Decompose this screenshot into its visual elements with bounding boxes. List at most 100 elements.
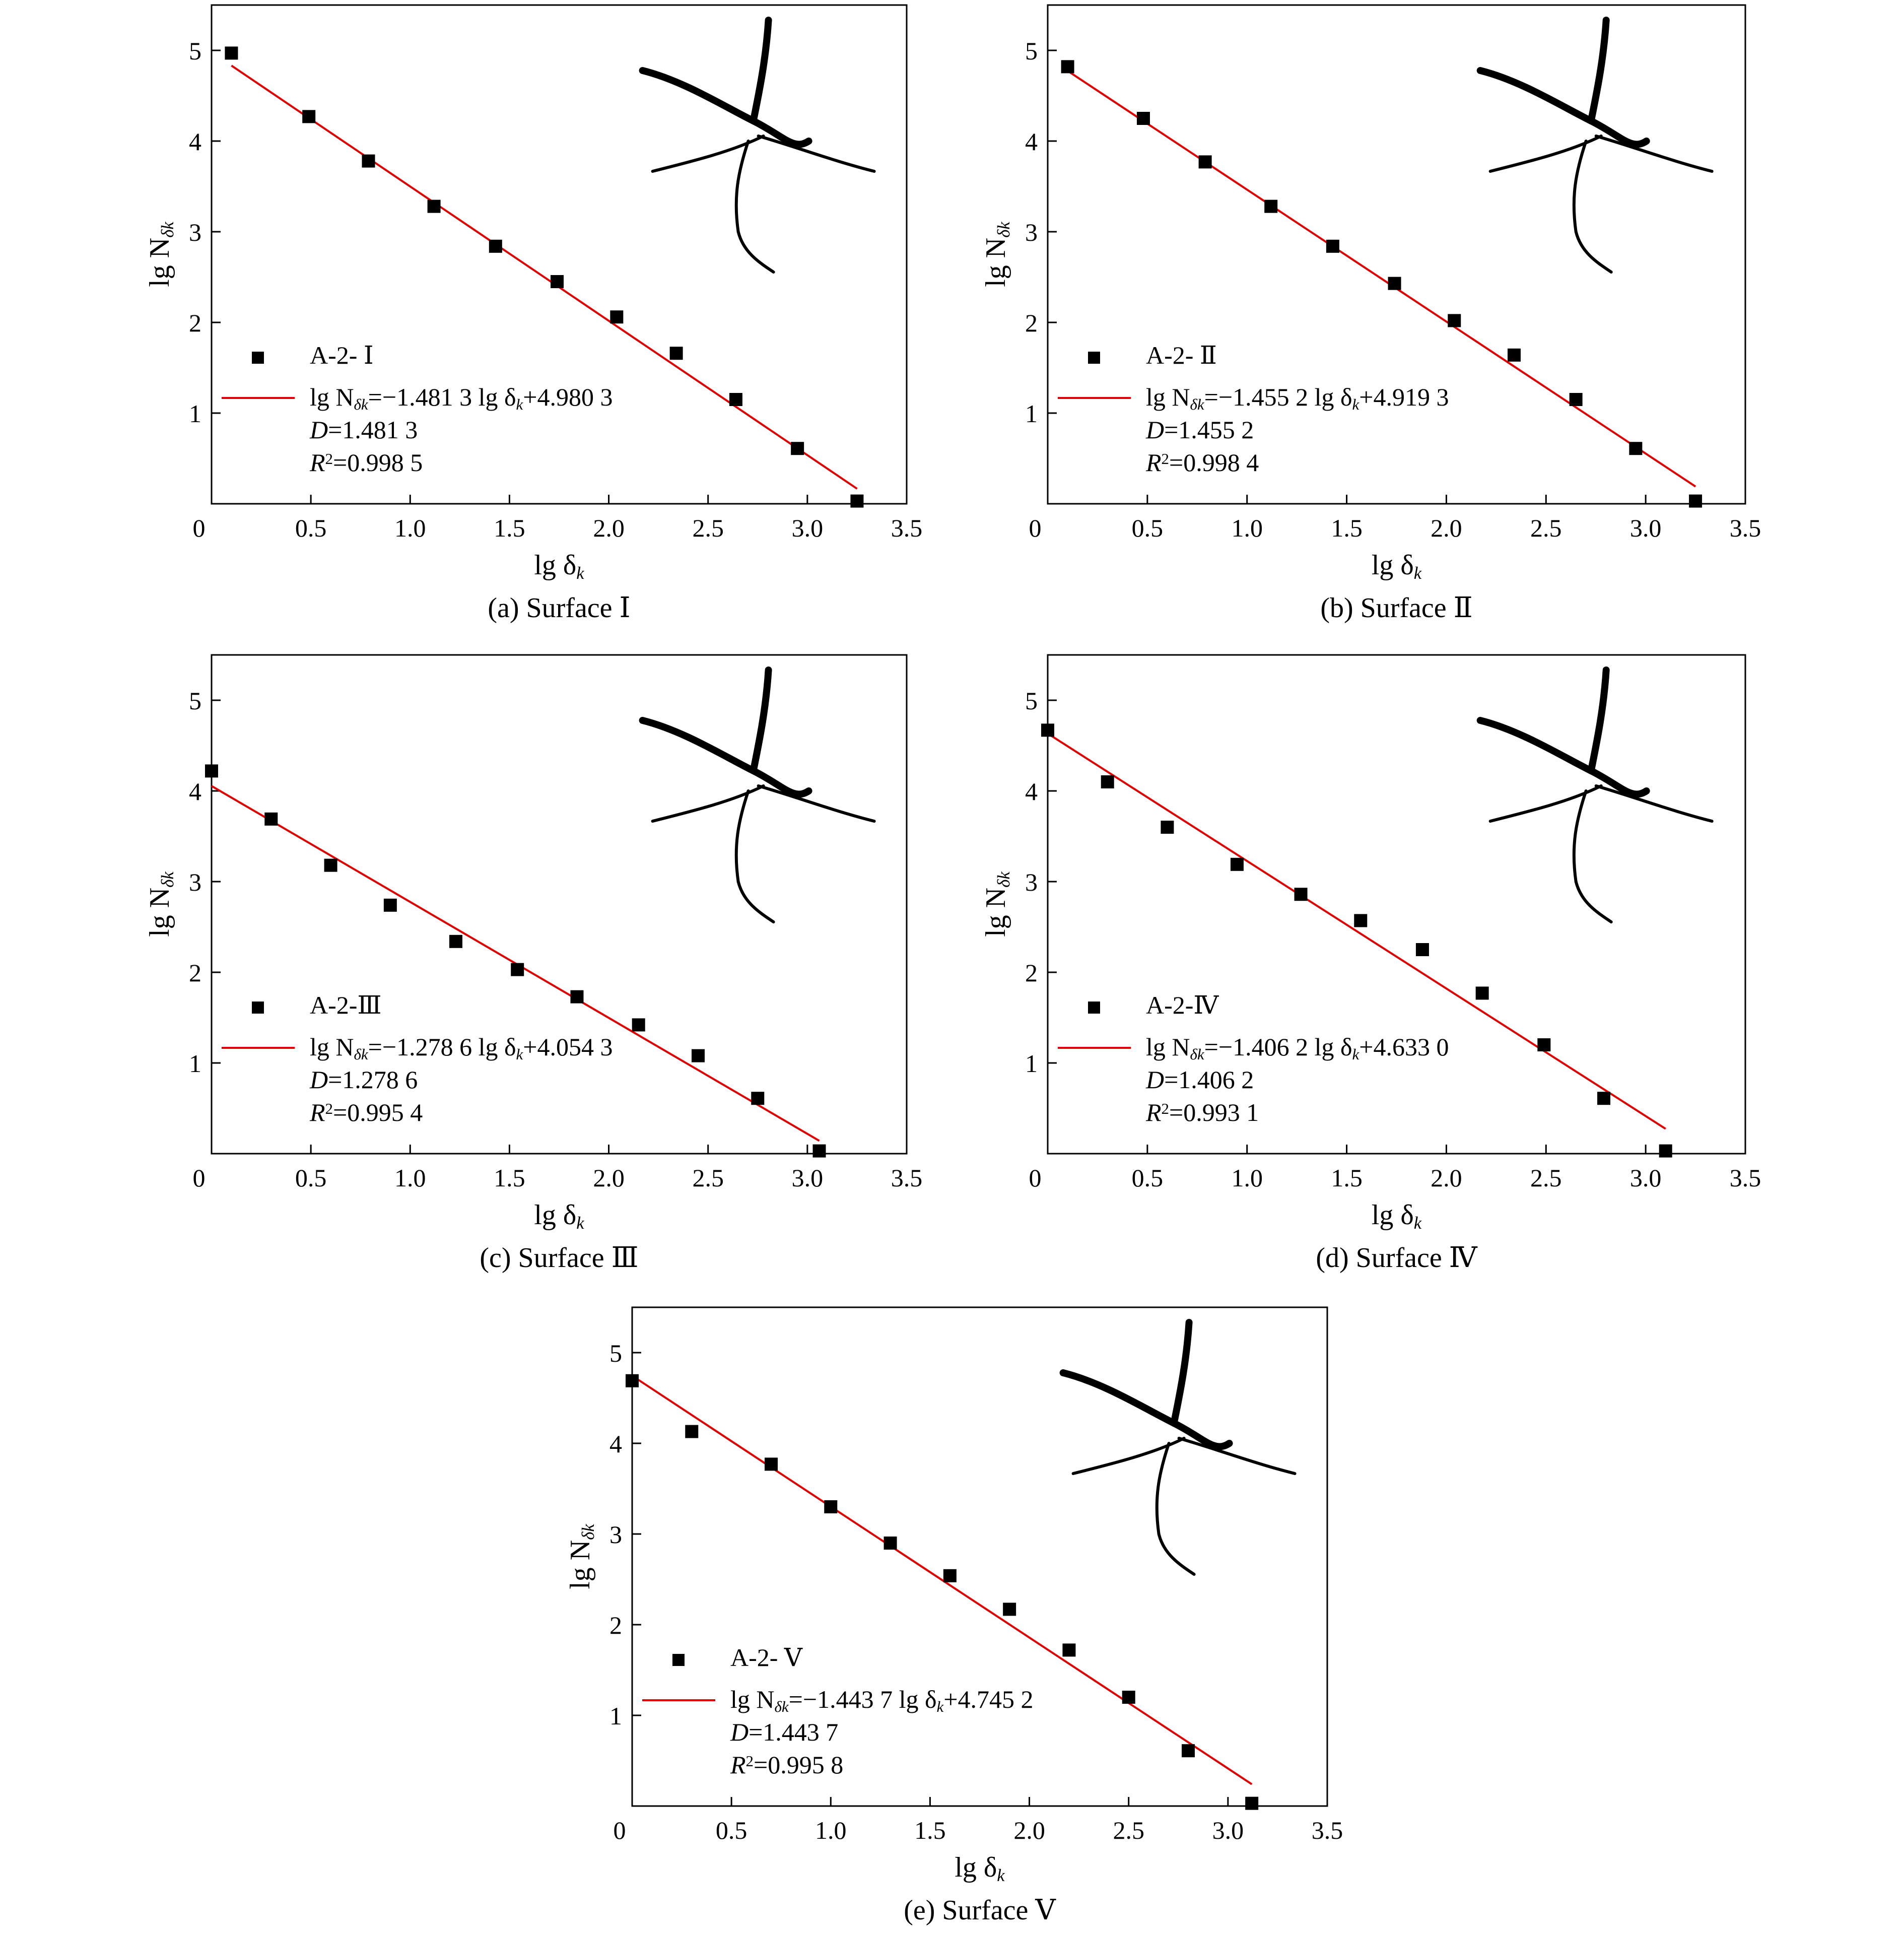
data-point (427, 199, 441, 213)
x-tick-label: 1.5 (494, 1164, 525, 1192)
x-tick-label: 2.5 (692, 514, 724, 542)
y-axis-label: lg Nδk (980, 872, 1013, 937)
legend-fractal-dimension: D=1.278 6 (309, 1065, 418, 1094)
legend-fit-equation: lg Nδk=−1.481 3 lg δk+4.980 3 (310, 383, 613, 413)
legend-fractal-dimension-part: D (309, 416, 328, 444)
data-point (1122, 1691, 1135, 1704)
crack-stroke (1170, 1319, 1193, 1427)
fit-line (231, 64, 858, 490)
x-tick-label: 2.5 (692, 1164, 724, 1192)
data-point (362, 154, 375, 168)
y-tick-label: 4 (1025, 777, 1038, 806)
x-tick-label: 3.5 (891, 514, 923, 542)
y-tick-label: 1 (189, 399, 201, 428)
data-point (685, 1425, 699, 1438)
data-point (1689, 494, 1703, 508)
y-tick-label: 4 (189, 777, 201, 806)
x-axis-label-part: lg δ (1372, 550, 1414, 581)
x-tick-label: 3.0 (1630, 1164, 1662, 1192)
legend-fractal-dimension-part: =1.406 2 (1164, 1065, 1254, 1094)
data-point (1041, 723, 1054, 737)
y-tick-label: 2 (609, 1611, 622, 1639)
data-point (632, 1018, 645, 1032)
y-axis-label-part: δk (578, 1524, 598, 1540)
legend-fractal-dimension-part: D (1145, 1065, 1164, 1094)
crack-stroke (1157, 1532, 1196, 1576)
legend-fit-equation-part: k (1352, 1045, 1360, 1063)
legend-marker (252, 1002, 264, 1014)
crack-stroke (1572, 140, 1588, 233)
y-tick-label: 3 (189, 218, 201, 246)
y-tick-label: 3 (1025, 218, 1038, 246)
plot-frame (1047, 654, 1746, 1155)
data-point (570, 990, 584, 1004)
x-axis-label-part: lg δ (1372, 1199, 1414, 1231)
data-point (225, 46, 238, 60)
crack-stroke (757, 135, 876, 173)
data-point (1264, 199, 1278, 213)
data-point (489, 239, 502, 253)
data-point (812, 1144, 826, 1158)
legend-fit-equation-part: lg N (730, 1685, 775, 1713)
x-tick-label: 2.5 (1530, 514, 1562, 542)
legend-series-label: A-2- Ⅱ (1146, 341, 1217, 369)
legend-series-label: A-2-Ⅳ (1146, 991, 1219, 1019)
y-tick-label: 4 (189, 127, 201, 156)
x-tick-label: 2.0 (1013, 1816, 1045, 1844)
legend-fit-equation-part: k (516, 395, 524, 413)
crack-stroke (1488, 784, 1603, 823)
data-point (943, 1569, 957, 1582)
legend-fit-equation: lg Nδk=−1.443 7 lg δk+4.745 2 (730, 1685, 1034, 1715)
data-point (765, 1457, 778, 1471)
x-axis-label-part: lg δ (534, 1199, 576, 1231)
x-tick-label: 3.5 (1730, 514, 1761, 542)
y-tick-label: 5 (189, 37, 201, 65)
legend-r-squared-part: =0.995 4 (333, 1098, 423, 1126)
x-tick-label: 1.5 (1331, 514, 1363, 542)
legend-fit-equation-part: δk (354, 1045, 369, 1063)
data-point (1136, 112, 1150, 125)
x-tick-label: 3.0 (1212, 1816, 1244, 1844)
plot-frame (211, 654, 908, 1155)
data-point (1354, 914, 1368, 927)
x-tick-label: 3.0 (1630, 514, 1662, 542)
x-axis-label-part: lg δ (955, 1852, 997, 1883)
legend-fit-equation-part: =−1.278 6 lg δ (368, 1033, 516, 1061)
x-tick-label: 0.5 (1132, 1164, 1164, 1192)
data-point (449, 935, 462, 948)
x-tick-label: 1.5 (914, 1816, 946, 1844)
legend-fractal-dimension: D=1.406 2 (1145, 1065, 1254, 1094)
x-tick-label: 1.5 (1331, 1164, 1363, 1192)
data-point (824, 1500, 838, 1513)
data-point (1182, 1744, 1195, 1758)
data-point (551, 275, 564, 288)
data-point (1230, 857, 1244, 871)
y-axis-label-part: lg N (980, 888, 1011, 937)
x-tick-label: 3.5 (1730, 1164, 1761, 1192)
data-point (1101, 775, 1114, 788)
legend-fit-equation-part: lg N (1146, 1033, 1190, 1061)
x-axis-label: lg δk (955, 1852, 1005, 1885)
x-tick-label: 0 (1029, 514, 1042, 542)
crack-inset-image (1476, 17, 1714, 274)
crack-stroke (1587, 666, 1610, 774)
x-tick-label: 1.0 (394, 514, 426, 542)
crack-stroke (1572, 789, 1588, 883)
legend-fractal-dimension-part: =1.455 2 (1164, 416, 1254, 444)
fit-line (1047, 732, 1666, 1130)
data-point (1507, 348, 1521, 362)
data-point (669, 347, 683, 360)
data-point (302, 110, 316, 123)
legend-fit-equation-part: =−1.443 7 lg δ (789, 1685, 937, 1713)
crack-stroke (1476, 717, 1650, 798)
plot-frame (631, 1306, 1328, 1807)
crack-stroke (1574, 880, 1613, 923)
crack-stroke (1587, 17, 1610, 124)
crack-stroke (757, 784, 876, 823)
legend-r-squared-part: R (309, 1098, 325, 1126)
legend-r-squared-part: 2 (325, 1100, 333, 1117)
crack-stroke (1476, 67, 1650, 148)
legend-r-squared: R2=0.995 8 (730, 1751, 843, 1779)
x-axis-label-part: k (997, 1865, 1005, 1885)
